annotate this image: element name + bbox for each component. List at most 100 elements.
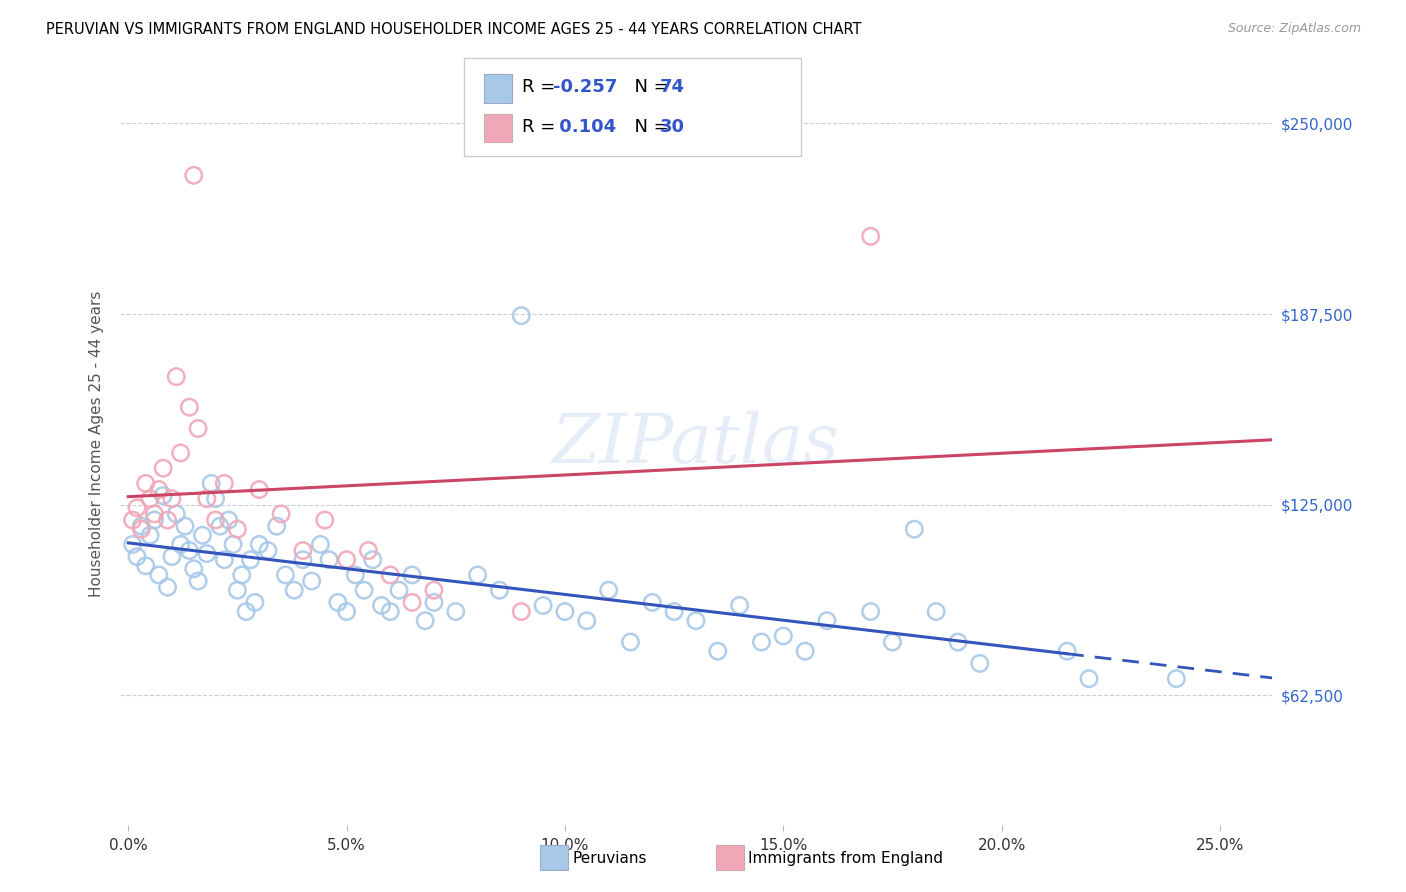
Point [291,552,314,566]
Point [815,614,838,628]
Point [946,635,969,649]
Point [226,522,249,536]
Text: N =: N = [623,78,675,96]
Point [169,446,191,460]
Point [204,491,226,506]
Text: Immigrants from England: Immigrants from England [748,851,943,866]
Point [531,599,554,613]
Point [353,583,375,598]
Point [728,599,751,613]
Point [357,543,380,558]
Point [191,528,214,542]
Point [218,513,240,527]
Y-axis label: Householder Income Ages 25 - 44 years: Householder Income Ages 25 - 44 years [89,291,104,597]
Point [291,543,314,558]
Point [169,537,191,551]
Point [423,583,446,598]
Point [231,568,253,582]
Point [214,552,236,566]
Point [131,522,153,536]
Point [143,513,166,527]
Point [969,657,991,671]
Text: 0.104: 0.104 [553,118,616,136]
Point [344,568,367,582]
Point [619,635,641,649]
Point [326,595,349,609]
Point [413,614,436,628]
Point [239,552,262,566]
Point [125,549,148,564]
Point [380,568,402,582]
Point [707,644,730,658]
Text: Peruvians: Peruvians [572,851,647,866]
Point [183,169,205,183]
Point [152,489,174,503]
Point [488,583,510,598]
Point [204,513,226,527]
Point [283,583,305,598]
Text: 74: 74 [659,78,685,96]
Point [160,549,183,564]
Point [135,476,157,491]
Point [685,614,707,628]
Point [388,583,411,598]
Point [401,595,423,609]
Point [336,605,359,619]
Point [156,513,179,527]
Point [1078,672,1101,686]
Point [370,599,392,613]
Point [314,513,336,527]
Point [139,491,162,506]
Point [208,519,231,533]
Point [903,522,925,536]
Point [247,483,270,497]
Point [662,605,685,619]
Text: PERUVIAN VS IMMIGRANTS FROM ENGLAND HOUSEHOLDER INCOME AGES 25 - 44 YEARS CORREL: PERUVIAN VS IMMIGRANTS FROM ENGLAND HOUS… [46,22,862,37]
Point [187,574,209,588]
Text: R =: R = [522,118,561,136]
Point [187,421,209,435]
Point [423,595,446,609]
Point [266,519,288,533]
Text: N =: N = [623,118,675,136]
Point [121,537,143,551]
Point [510,309,533,323]
Point [274,568,297,582]
Point [139,528,162,542]
Point [554,605,576,619]
Point [336,552,359,566]
Point [794,644,817,658]
Point [179,543,201,558]
Text: ZIPatlas: ZIPatlas [553,410,839,477]
Point [195,491,218,506]
Point [751,635,773,649]
Text: -0.257: -0.257 [553,78,617,96]
Point [575,614,598,628]
Point [598,583,620,598]
Text: 30: 30 [659,118,685,136]
Point [152,461,174,475]
Point [641,595,664,609]
Point [925,605,948,619]
Point [131,519,153,533]
Point [380,605,402,619]
Point [183,562,205,576]
Point [467,568,489,582]
Point [125,500,148,515]
Point [859,605,882,619]
Point [882,635,904,649]
Point [165,369,187,384]
Point [772,629,794,643]
Point [257,543,280,558]
Point [214,476,236,491]
Point [226,583,249,598]
Point [401,568,423,582]
Point [247,537,270,551]
Point [148,483,170,497]
Point [135,558,157,573]
Point [309,537,332,551]
Point [318,552,340,566]
Point [235,605,257,619]
Point [859,229,882,244]
Point [165,507,187,521]
